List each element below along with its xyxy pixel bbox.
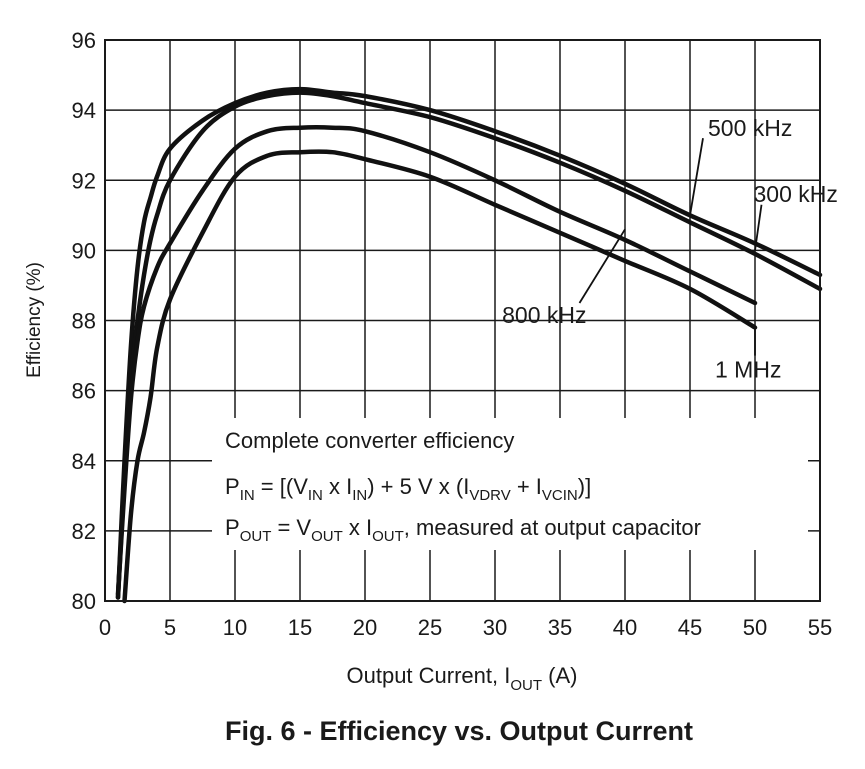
y-tick-label: 88 bbox=[72, 309, 96, 334]
y-tick-label: 92 bbox=[72, 168, 96, 193]
x-tick-label: 20 bbox=[353, 615, 377, 640]
annotation-pin-formula: PIN = [(VIN x IIN) + 5 V x (IVDRV + IVCI… bbox=[225, 474, 591, 504]
series-line-300-khz bbox=[115, 90, 823, 600]
label-leader-line bbox=[754, 204, 763, 251]
y-tick-label: 90 bbox=[72, 238, 96, 263]
x-tick-label: 0 bbox=[99, 615, 111, 640]
y-axis-label: Efficiency (%) bbox=[24, 262, 45, 378]
x-tick-label: 50 bbox=[743, 615, 767, 640]
x-tick-label: 30 bbox=[483, 615, 507, 640]
figure-caption: Fig. 6 - Efficiency vs. Output Current bbox=[225, 716, 693, 746]
series-label: 300 kHz bbox=[754, 181, 838, 207]
x-tick-labels: 0 5 10 15 20 25 30 35 40 45 50 55 bbox=[99, 615, 832, 640]
y-tick-label: 80 bbox=[72, 589, 96, 614]
y-tick-label: 82 bbox=[72, 519, 96, 544]
annotation-title: Complete converter efficiency bbox=[225, 428, 514, 453]
series-label: 800 kHz bbox=[502, 302, 586, 328]
series-labels: 500 kHz 300 kHz 800 kHz 1 MHz bbox=[502, 115, 838, 382]
y-tick-label: 94 bbox=[72, 98, 96, 123]
label-leader-line bbox=[689, 138, 704, 216]
x-axis-label: Output Current, IOUT (A) bbox=[347, 663, 578, 694]
annotation-background bbox=[212, 418, 808, 550]
series-line-1-mhz bbox=[122, 149, 758, 604]
series-lines bbox=[115, 86, 823, 604]
y-tick-label: 84 bbox=[72, 449, 96, 474]
y-tick-label: 86 bbox=[72, 379, 96, 404]
x-tick-label: 10 bbox=[223, 615, 247, 640]
x-tick-label: 40 bbox=[613, 615, 637, 640]
x-tick-label: 55 bbox=[808, 615, 832, 640]
y-tick-label: 96 bbox=[72, 28, 96, 53]
x-tick-label: 25 bbox=[418, 615, 442, 640]
series-line-800-khz bbox=[115, 125, 758, 597]
annotation-pout-formula: POUT = VOUT x IOUT, measured at output c… bbox=[225, 515, 701, 545]
series-label: 1 MHz bbox=[715, 357, 781, 383]
plot-frame bbox=[104, 39, 821, 602]
x-tick-label: 15 bbox=[288, 615, 312, 640]
x-tick-label: 5 bbox=[164, 615, 176, 640]
x-tick-label: 35 bbox=[548, 615, 572, 640]
series-line-500-khz bbox=[115, 86, 823, 600]
annotation: Complete converter efficiency PIN = [(VI… bbox=[225, 428, 701, 545]
series-label: 500 kHz bbox=[708, 115, 792, 141]
label-leader-line bbox=[578, 228, 626, 304]
x-tick-label: 45 bbox=[678, 615, 702, 640]
y-tick-labels: 80 82 84 86 88 90 92 94 96 bbox=[72, 28, 96, 614]
